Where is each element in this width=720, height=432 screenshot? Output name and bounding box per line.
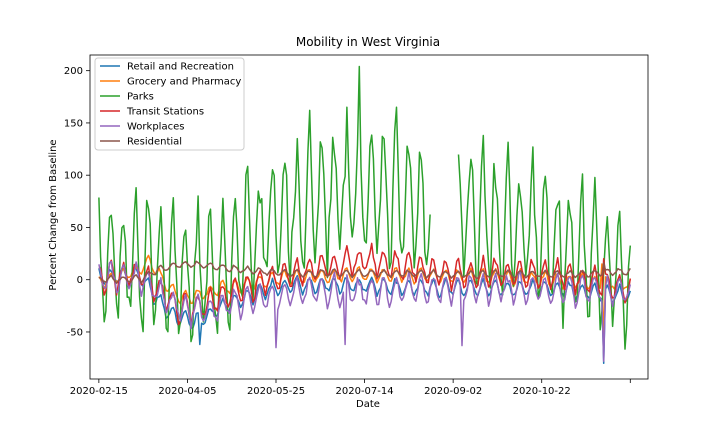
legend-entry: Workplaces bbox=[127, 122, 184, 133]
y-tick-label: 100 bbox=[64, 171, 83, 182]
legend-entry: Grocery and Pharmacy bbox=[127, 77, 241, 88]
y-tick-label: 50 bbox=[70, 223, 83, 234]
plot-lines bbox=[98, 65, 632, 365]
series-line bbox=[98, 260, 632, 362]
legend-box bbox=[94, 57, 245, 151]
series-line bbox=[98, 260, 631, 284]
axes: -50 0 50 100 150 200 2020-02-15 2020-04-05 2020-… bbox=[64, 54, 649, 397]
legend: Retail and Recreation Grocery and Pharmac… bbox=[94, 57, 245, 151]
y-axis-label: Percent Change from Baseline bbox=[48, 139, 59, 290]
chart-title: Mobility in West Virginia bbox=[296, 35, 440, 49]
x-tick-label: 2020-05-25 bbox=[247, 386, 305, 397]
x-tick-label: 2020-04-05 bbox=[158, 386, 216, 397]
plot-frame bbox=[89, 54, 649, 380]
legend-entry: Residential bbox=[127, 137, 182, 148]
legend-entry: Retail and Recreation bbox=[127, 62, 234, 73]
x-tick-label: 2020-09-02 bbox=[424, 386, 482, 397]
legend-entry: Parks bbox=[127, 92, 154, 103]
x-axis-label: Date bbox=[356, 399, 380, 410]
legend-entry: Transit Stations bbox=[126, 107, 204, 118]
x-tick-label: 2020-10-22 bbox=[513, 386, 571, 397]
y-tick-label: 200 bbox=[64, 66, 83, 77]
y-tick-label: -50 bbox=[67, 327, 83, 338]
x-tick-label: 2020-07-14 bbox=[336, 386, 394, 397]
y-tick-label: 0 bbox=[77, 275, 83, 286]
x-tick-label: 2020-02-15 bbox=[70, 386, 128, 397]
y-tick-label: 150 bbox=[64, 118, 83, 129]
